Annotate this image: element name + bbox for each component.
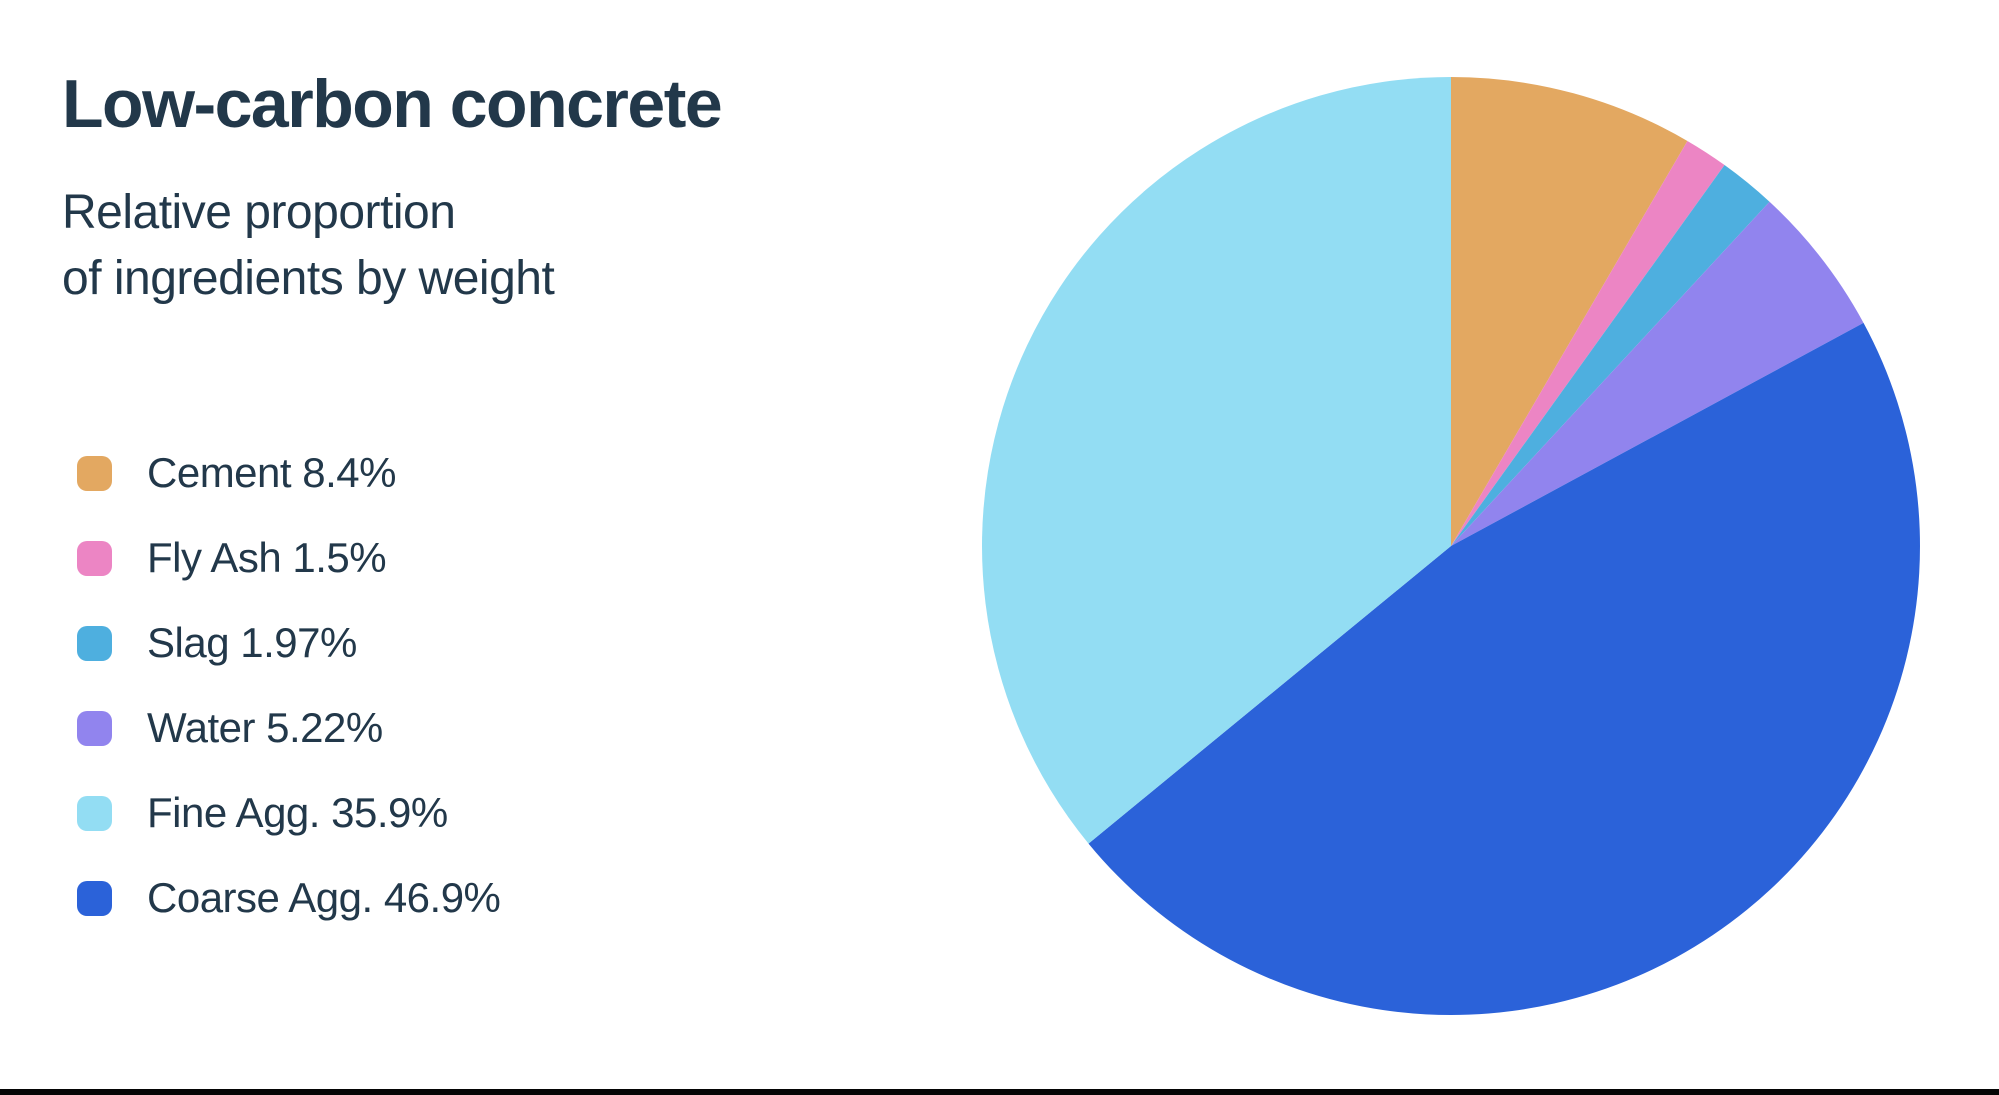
pie-slice-cement bbox=[1451, 77, 1688, 546]
legend-label-fly-ash: Fly Ash 1.5% bbox=[147, 534, 387, 581]
legend-item-coarse-agg: Coarse Agg. 46.9% bbox=[77, 874, 501, 921]
pie-slice-fly-ash bbox=[1451, 140, 1725, 546]
chart-subtitle-line-2: of ingredients by weight bbox=[62, 252, 555, 305]
legend-item-fine-agg: Fine Agg. 35.9% bbox=[77, 789, 500, 836]
pie-slice-slag bbox=[1451, 165, 1770, 546]
chart-legend: Cement 8.4% Fly Ash 1.5% Slag 1.97% Wate… bbox=[77, 449, 501, 962]
legend-swatch-cement bbox=[77, 455, 112, 491]
bottom-bar bbox=[0, 1089, 1999, 1095]
legend-label-fine-agg: Fine Agg. 35.9% bbox=[147, 789, 448, 836]
legend-item-cement: Cement 8.4% bbox=[77, 449, 500, 496]
legend-swatch-fine-agg bbox=[77, 795, 112, 831]
legend-label-slag: Slag 1.97% bbox=[147, 619, 357, 666]
legend-label-water: Water 5.22% bbox=[147, 704, 383, 751]
chart-subtitle: Relative proportion of ingredients by we… bbox=[62, 180, 721, 312]
legend-label-cement: Cement 8.4% bbox=[147, 449, 396, 496]
legend-item-water: Water 5.22% bbox=[77, 704, 500, 751]
pie-slice-coarse-agg bbox=[1088, 322, 1920, 1015]
legend-item-slag: Slag 1.97% bbox=[77, 619, 500, 666]
chart-subtitle-line-1: Relative proportion bbox=[62, 186, 456, 239]
pie-slice-fine-agg bbox=[982, 77, 1451, 844]
legend-label-coarse-agg: Coarse Agg. 46.9% bbox=[147, 874, 501, 921]
legend-swatch-water bbox=[77, 710, 112, 746]
legend-swatch-fly-ash bbox=[77, 540, 112, 576]
legend-swatch-coarse-agg bbox=[77, 880, 112, 916]
legend-swatch-slag bbox=[77, 625, 112, 661]
chart-header: Low-carbon concrete Relative proportion … bbox=[62, 66, 723, 312]
pie-slice-water bbox=[1451, 201, 1864, 546]
legend-item-fly-ash: Fly Ash 1.5% bbox=[77, 534, 500, 581]
page-title: Low-carbon concrete bbox=[62, 66, 723, 142]
